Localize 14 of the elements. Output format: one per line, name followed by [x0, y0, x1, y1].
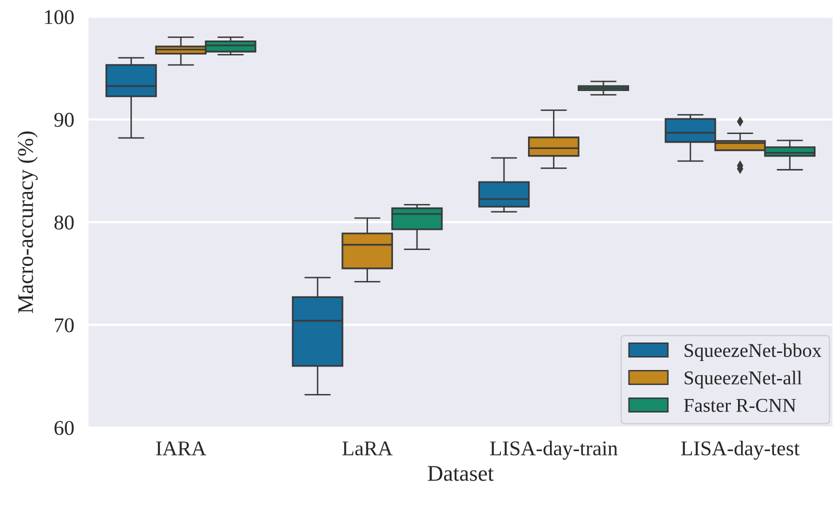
legend-label: Faster R-CNN [684, 398, 796, 412]
y-tick-label: 70 [55, 318, 74, 332]
x-tick-label: LISA-day-test [681, 440, 800, 460]
x-axis-title: Dataset [428, 466, 494, 481]
y-tick-label: 80 [54, 216, 74, 230]
legend-label: SqueezeNet-all [684, 370, 802, 388]
x-tick-label: LaRA [342, 441, 393, 456]
y-tick-label: 60 [54, 420, 74, 436]
y-tick-label: 90 [54, 112, 74, 127]
x-tick-label: LISA-day-train [490, 440, 618, 460]
y-tick-label: 100 [45, 10, 74, 24]
x-tick-label: IARA [156, 441, 206, 456]
legend-label: SqueezeNet-bbox [684, 343, 822, 361]
y-axis-title: Macro-accuracy (%) [17, 132, 38, 314]
